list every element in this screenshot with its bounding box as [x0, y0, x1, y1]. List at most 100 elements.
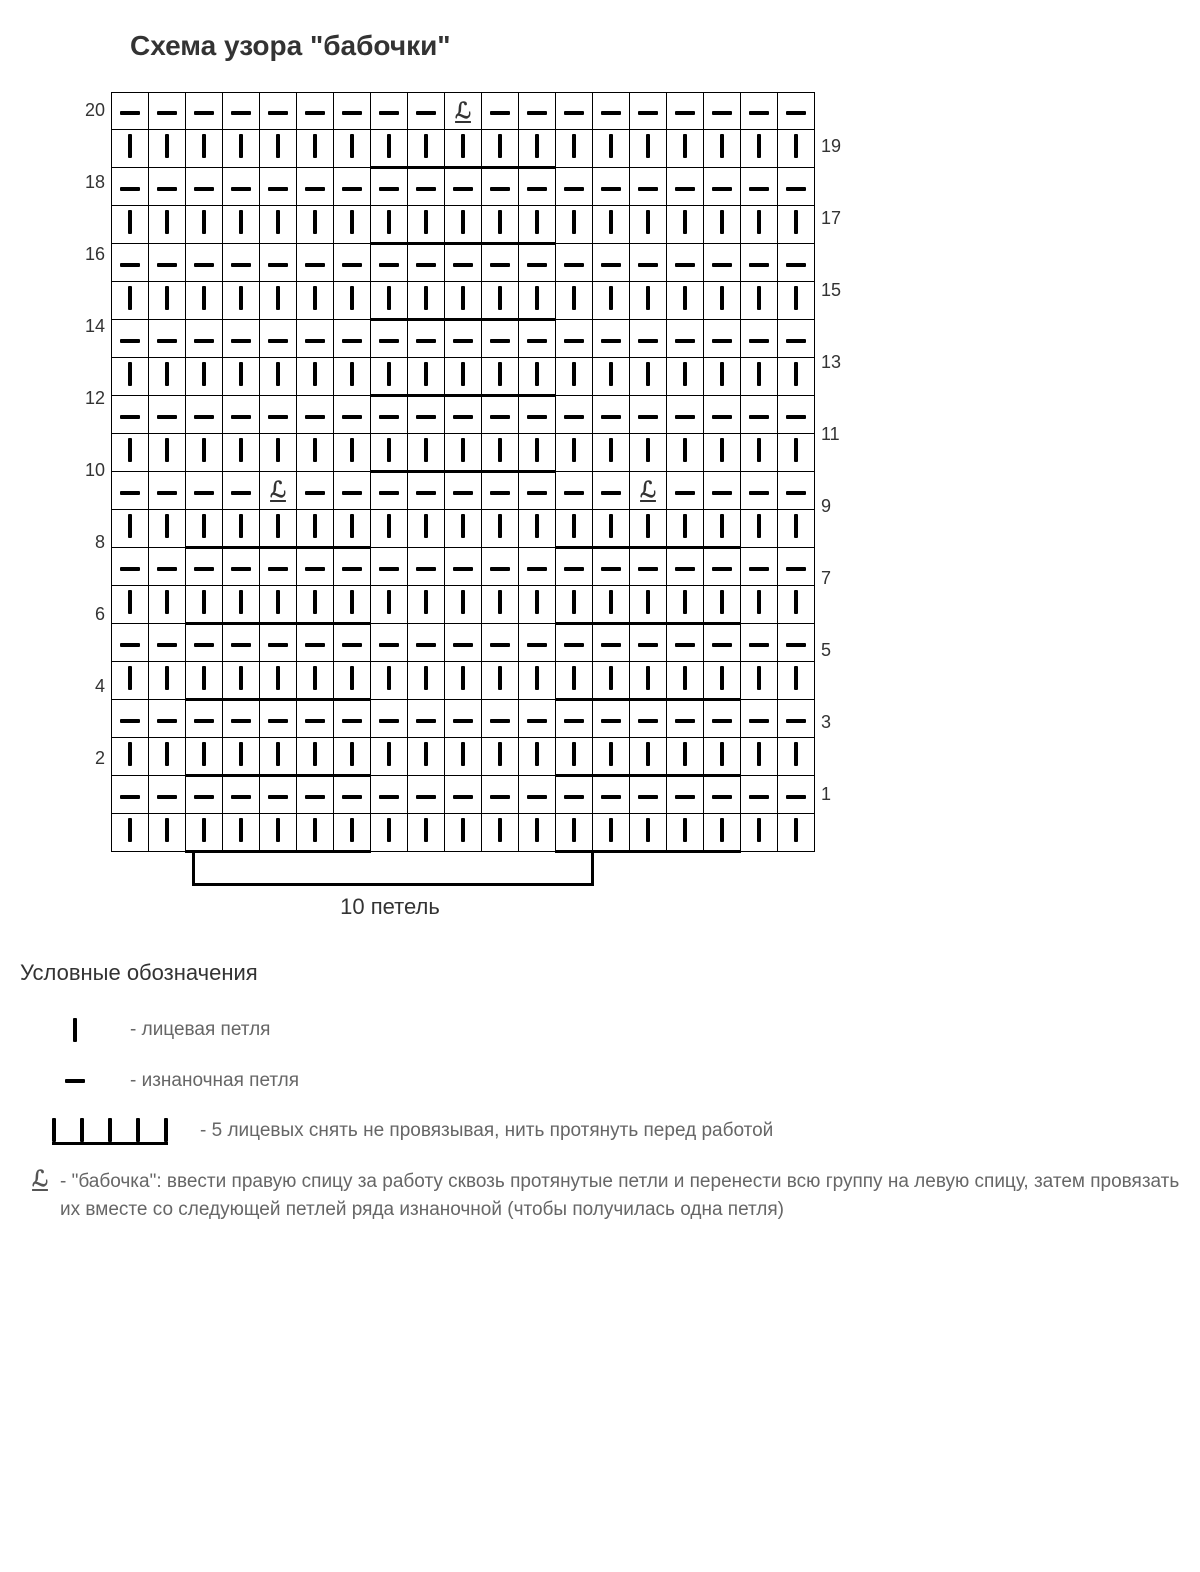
- grid-cell: [482, 472, 519, 510]
- grid-cell: [630, 320, 667, 358]
- grid-cell: [408, 244, 445, 282]
- grid-cell: [334, 206, 371, 244]
- grid-cell: [778, 814, 815, 852]
- knit-stitch-icon: [20, 1018, 130, 1042]
- grid-cell: [482, 93, 519, 130]
- grid-cell: [223, 130, 260, 168]
- grid-cell: [667, 244, 704, 282]
- grid-cell: [556, 93, 593, 130]
- grid-row: [112, 548, 815, 586]
- grid-cell: [630, 93, 667, 130]
- grid-cell: [778, 738, 815, 776]
- grid-cell: [223, 320, 260, 358]
- grid-cell: [667, 168, 704, 206]
- grid-cell: [334, 434, 371, 472]
- grid-cell: [593, 776, 630, 814]
- grid-cell: [741, 776, 778, 814]
- grid-cell: [482, 244, 519, 282]
- grid-cell: [741, 206, 778, 244]
- grid-cell: [704, 814, 741, 852]
- grid-cell: [112, 244, 149, 282]
- grid-cell: [667, 624, 704, 662]
- grid-cell: [667, 700, 704, 738]
- grid-cell: [260, 662, 297, 700]
- grid-cell: [778, 168, 815, 206]
- grid-cell: [667, 396, 704, 434]
- grid-cell: [519, 93, 556, 130]
- grid-cell: [519, 282, 556, 320]
- grid-cell: [186, 624, 223, 662]
- grid-cell: [667, 548, 704, 586]
- grid-cell: [741, 320, 778, 358]
- grid-cell: [260, 586, 297, 624]
- grid-cell: [223, 396, 260, 434]
- grid-cell: [556, 776, 593, 814]
- grid-cell: [482, 434, 519, 472]
- grid-cell: [112, 282, 149, 320]
- grid-cell: [704, 244, 741, 282]
- grid-cell: [149, 548, 186, 586]
- grid-cell: [186, 396, 223, 434]
- grid-cell: [778, 510, 815, 548]
- grid-row: [112, 168, 815, 206]
- grid-cell: [112, 434, 149, 472]
- pattern-repeat-label: 10 петель: [120, 894, 660, 920]
- grid-cell: [667, 320, 704, 358]
- grid-cell: [371, 700, 408, 738]
- grid-cell: [260, 738, 297, 776]
- legend-text-butterfly: - "бабочка": ввести правую спицу за рабо…: [60, 1168, 1180, 1225]
- grid-cell: [741, 700, 778, 738]
- grid-cell: [445, 130, 482, 168]
- grid-cell: [408, 700, 445, 738]
- grid-cell: [593, 434, 630, 472]
- grid-cell: [704, 206, 741, 244]
- grid-cell: [371, 206, 408, 244]
- grid-row: [112, 396, 815, 434]
- grid-cell: [408, 814, 445, 852]
- grid-cell: [556, 662, 593, 700]
- grid-cell: [630, 434, 667, 472]
- grid-cell: [260, 168, 297, 206]
- grid-cell: [741, 244, 778, 282]
- grid-cell: [408, 776, 445, 814]
- grid-cell: [593, 586, 630, 624]
- grid-cell: [186, 244, 223, 282]
- grid-cell: [260, 814, 297, 852]
- grid-cell: ℒ: [260, 472, 297, 510]
- grid-cell: [149, 244, 186, 282]
- grid-cell: [778, 472, 815, 510]
- grid-row: [112, 700, 815, 738]
- grid-cell: [445, 510, 482, 548]
- grid-cell: [260, 244, 297, 282]
- grid-cell: [482, 814, 519, 852]
- grid-cell: [593, 548, 630, 586]
- grid-cell: [482, 206, 519, 244]
- grid-cell: [519, 472, 556, 510]
- grid-cell: [519, 700, 556, 738]
- grid-cell: [371, 93, 408, 130]
- grid-cell: [445, 282, 482, 320]
- grid-cell: [778, 624, 815, 662]
- grid-cell: [260, 396, 297, 434]
- grid-cell: [260, 93, 297, 130]
- grid-cell: [334, 93, 371, 130]
- grid-cell: [149, 662, 186, 700]
- grid-cell: [371, 738, 408, 776]
- grid-cell: [334, 282, 371, 320]
- grid-cell: [334, 510, 371, 548]
- grid-cell: [112, 738, 149, 776]
- legend-title: Условные обозначения: [20, 960, 1180, 986]
- grid-cell: [223, 93, 260, 130]
- grid-cell: [593, 206, 630, 244]
- grid-cell: [297, 434, 334, 472]
- grid-cell: [371, 624, 408, 662]
- grid-cell: [297, 548, 334, 586]
- grid-cell: [482, 700, 519, 738]
- grid-cell: [260, 320, 297, 358]
- grid-cell: [149, 168, 186, 206]
- grid-cell: [112, 814, 149, 852]
- grid-cell: [482, 396, 519, 434]
- grid-cell: [371, 396, 408, 434]
- grid-cell: [149, 624, 186, 662]
- grid-cell: [704, 510, 741, 548]
